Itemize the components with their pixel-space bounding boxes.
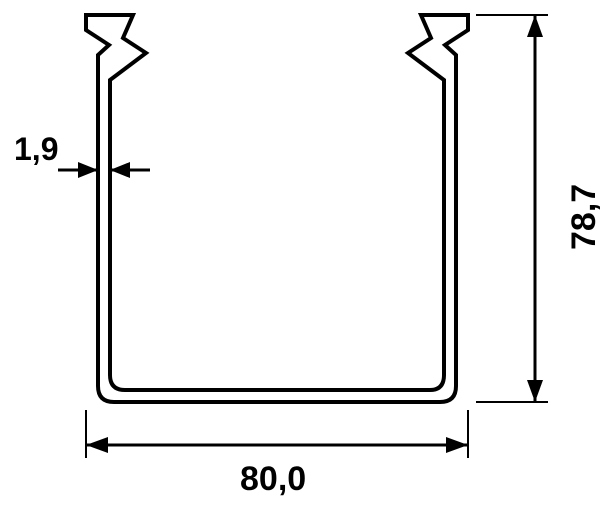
dim-height: 78,7 xyxy=(476,15,600,402)
dim-thickness-label: 1,9 xyxy=(14,131,58,167)
dim-width-label: 80,0 xyxy=(240,460,306,498)
dim-height-label: 78,7 xyxy=(565,184,600,250)
dim-width: 80,0 xyxy=(86,410,468,498)
profile-outline xyxy=(86,15,468,402)
dim-thickness: 1,9 xyxy=(14,131,150,200)
technical-drawing: 1,9 80,0 78,7 xyxy=(0,0,600,505)
